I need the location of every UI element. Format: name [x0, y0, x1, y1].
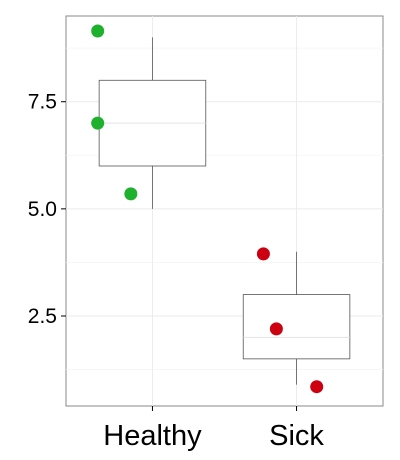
boxes-layer — [98, 37, 351, 385]
x-axis: Healthy Sick — [103, 406, 324, 452]
points-layer — [91, 24, 324, 394]
data-point-sick — [310, 380, 324, 394]
y-tick-label: 5.0 — [28, 198, 57, 221]
data-point-sick — [256, 247, 270, 261]
box-healthy — [98, 37, 207, 209]
x-tick-label: Healthy — [103, 420, 202, 452]
y-tick-label: 7.5 — [28, 91, 57, 114]
x-tick-label: Sick — [269, 420, 324, 452]
data-point-healthy — [91, 24, 105, 38]
data-point-sick — [269, 322, 283, 336]
box-sick — [242, 251, 351, 385]
y-tick-label: 2.5 — [28, 305, 57, 328]
data-point-healthy — [124, 187, 138, 201]
data-point-healthy — [91, 116, 105, 130]
box-body — [242, 294, 351, 360]
y-axis: 2.5 5.0 7.5 — [28, 91, 66, 328]
